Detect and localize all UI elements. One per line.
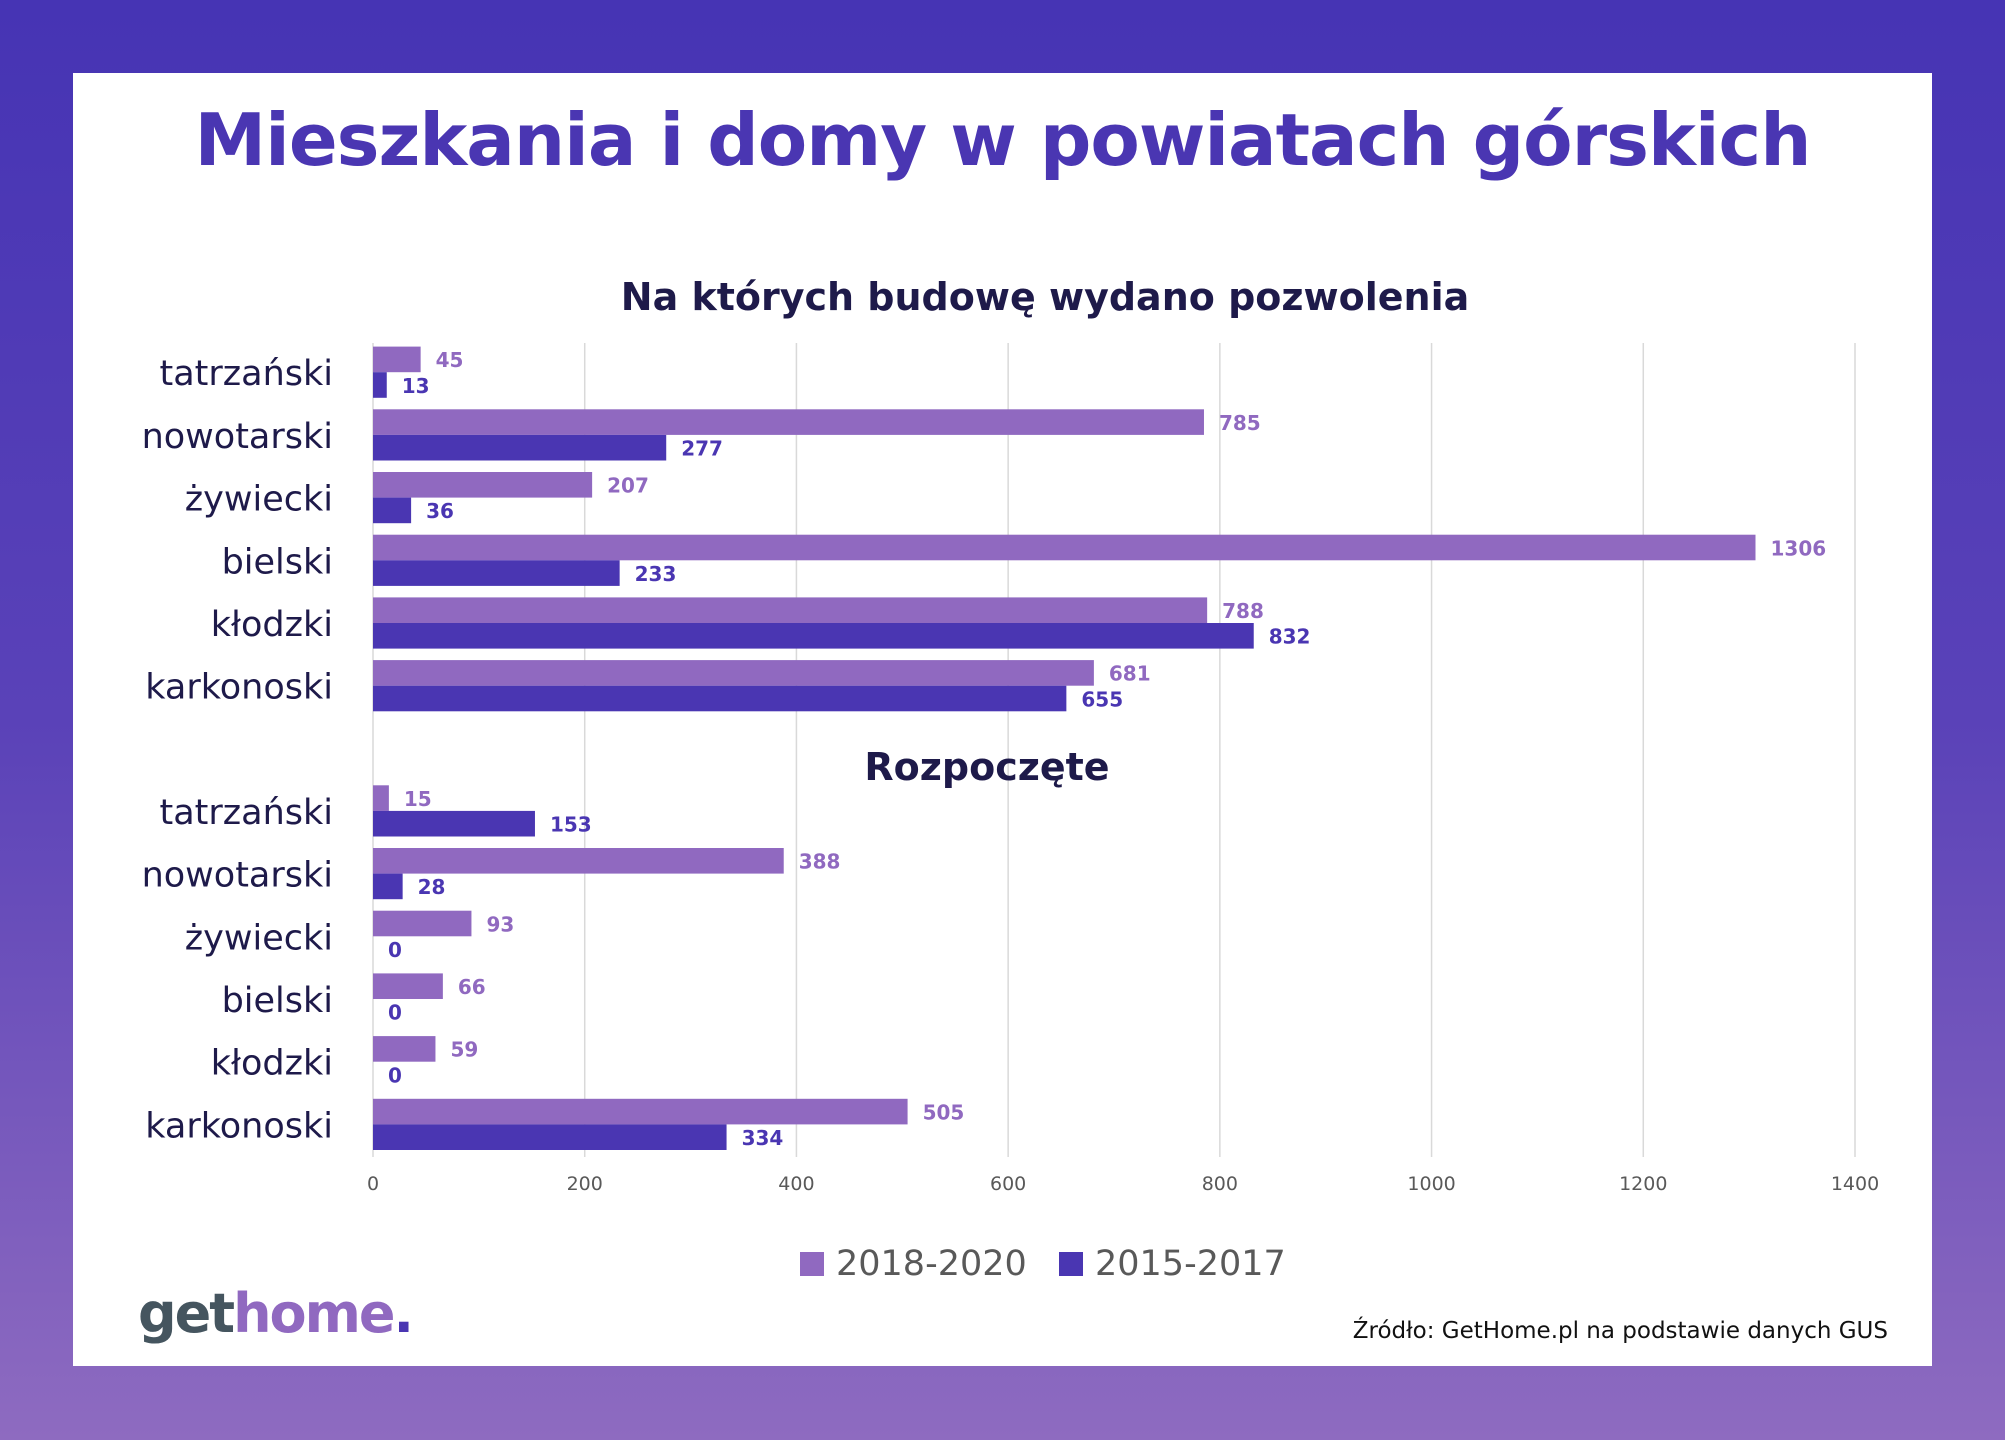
bar-2018-2020 [373,660,1094,686]
legend-label: 2018-2020 [836,1244,1027,1284]
bar-2018-2020 [373,848,784,874]
data-label: 505 [923,1100,965,1124]
bar-2015-2017 [373,685,1067,712]
data-label: 59 [450,1038,478,1062]
category-label: nowotarski [142,417,333,457]
bar-2015-2017 [373,873,403,900]
data-label: 13 [402,374,430,398]
data-label: 1306 [1770,536,1826,560]
data-label: 388 [799,850,841,874]
bar-2018-2020 [373,785,389,811]
data-label: 93 [486,912,514,936]
bar-2018-2020 [373,409,1204,435]
bar-2018-2020 [373,1098,908,1125]
bar-2015-2017 [373,434,667,461]
data-label: 334 [742,1126,784,1150]
panel-title: Rozpoczęte [864,745,1109,789]
category-label: kłodzki [211,605,333,645]
x-tick-label: 0 [367,1173,379,1195]
data-label: 788 [1222,599,1264,623]
bar-2015-2017 [373,372,387,398]
category-label: karkonoski [145,1106,333,1146]
x-tick-label: 800 [1202,1173,1238,1195]
legend-swatch [1059,1252,1083,1276]
data-label: 0 [388,1063,402,1087]
data-label: 655 [1081,687,1123,711]
chart-panel [73,73,1932,1366]
legend-swatch [800,1252,824,1276]
data-label: 681 [1109,662,1151,686]
bar-2018-2020 [373,973,443,999]
bar-2015-2017 [373,1124,727,1150]
bar-2018-2020 [373,597,1208,623]
category-label: żywiecki [185,918,333,958]
bar-2018-2020 [373,1036,436,1062]
gethome-logo: gethome. [138,1282,414,1345]
bar-2018-2020 [373,534,1756,561]
data-label: 66 [458,975,486,999]
data-label: 45 [436,348,464,372]
category-label: kłodzki [211,1044,333,1084]
category-label: karkonoski [145,668,333,708]
data-label: 15 [404,787,432,811]
x-tick-label: 600 [990,1173,1026,1195]
x-tick-label: 1200 [1619,1173,1667,1195]
data-label: 0 [388,1001,402,1025]
data-label: 0 [388,938,402,962]
category-label: bielski [222,981,333,1021]
data-label: 207 [607,474,649,498]
bar-2015-2017 [373,810,535,837]
data-label: 785 [1219,411,1261,435]
x-tick-label: 200 [567,1173,603,1195]
data-label: 233 [635,562,677,586]
bar-2018-2020 [373,346,421,373]
data-label: 832 [1269,625,1311,649]
x-tick-label: 1000 [1407,1173,1455,1195]
legend-label: 2015-2017 [1095,1244,1286,1284]
category-label: nowotarski [142,856,333,896]
bar-2015-2017 [373,623,1254,649]
category-label: żywiecki [185,480,333,520]
data-label: 28 [418,875,446,899]
bar-2018-2020 [373,472,593,498]
category-label: bielski [222,542,333,582]
source-note: Źródło: GetHome.pl na podstawie danych G… [1352,1318,1888,1344]
bar-2018-2020 [373,910,472,937]
bar-2015-2017 [373,560,620,586]
category-label: tatrzański [159,354,333,394]
category-label: tatrzański [159,793,333,833]
x-tick-label: 1400 [1831,1173,1879,1195]
panel-title: Na których budowę wydano pozwolenia [621,275,1469,319]
chart-title: Mieszkania i domy w powiatach górskich [194,98,1812,182]
data-label: 36 [426,499,454,523]
x-tick-label: 400 [778,1173,814,1195]
data-label: 153 [550,813,592,837]
data-label: 277 [681,437,723,461]
bar-2015-2017 [373,497,412,524]
